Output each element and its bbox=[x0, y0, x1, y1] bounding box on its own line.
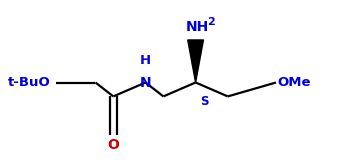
Text: H: H bbox=[140, 54, 151, 67]
Polygon shape bbox=[188, 40, 204, 82]
Text: t-BuO: t-BuO bbox=[8, 76, 51, 89]
Text: N: N bbox=[140, 76, 151, 89]
Text: O: O bbox=[107, 138, 119, 152]
Text: S: S bbox=[200, 95, 209, 108]
Text: NH: NH bbox=[186, 20, 209, 34]
Text: OMe: OMe bbox=[278, 76, 311, 89]
Text: 2: 2 bbox=[208, 17, 215, 27]
